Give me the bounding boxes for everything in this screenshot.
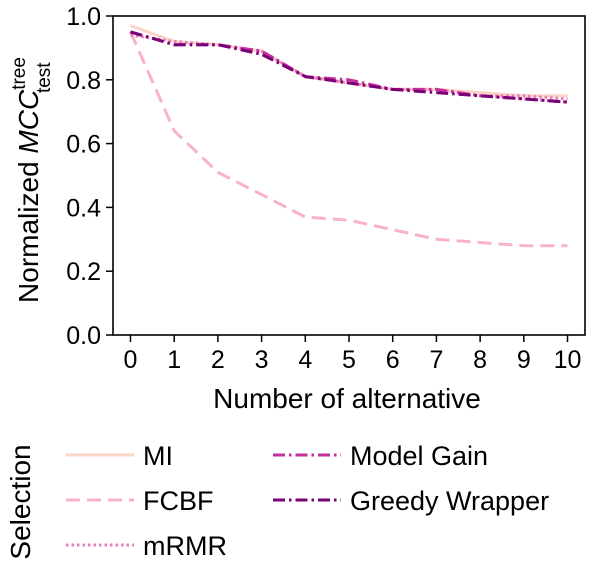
legend: Selection MI FCBF mRMR Model Gain Greedy Wra…	[5, 441, 549, 561]
plot-area	[112, 15, 586, 336]
x-axis-label: Number of alternative	[213, 383, 481, 414]
legend-label: mRMR	[143, 531, 227, 561]
series-line-greedy-wrapper	[130, 30, 568, 104]
y-axis-label-italic: MCC	[13, 89, 44, 154]
x-axis: 0 1 2 3 4 5 6 7 8 9 10	[124, 335, 582, 374]
y-axis-label: Normalized MCCtree test	[9, 57, 55, 303]
series-line-mi	[129, 24, 568, 98]
x-tick-label: 8	[473, 346, 487, 374]
legend-label: FCBF	[143, 486, 214, 516]
y-tick-label: 0.4	[66, 194, 101, 222]
x-tick-label: 3	[255, 346, 269, 374]
y-tick-label: 0.2	[66, 258, 101, 286]
series-line-fcbf	[129, 31, 568, 248]
legend-title: Selection	[5, 444, 36, 559]
y-tick-label: 0.6	[66, 131, 101, 159]
y-tick-label: 0.0	[66, 322, 101, 350]
y-axis: 0.0 0.2 0.4 0.6 0.8 1.0	[66, 3, 113, 350]
x-tick-label: 4	[298, 346, 312, 374]
x-tick-label: 6	[386, 346, 400, 374]
x-tick-label: 7	[429, 346, 443, 374]
y-axis-label-base: Normalized	[13, 154, 44, 303]
x-tick-label: 0	[124, 346, 138, 374]
y-axis-label-superscript: tree	[9, 57, 30, 90]
axes-frame	[112, 15, 586, 336]
series-line-mrmr	[130, 33, 568, 101]
x-tick-label: 5	[342, 346, 356, 374]
y-axis-label-subscript: test	[34, 62, 55, 93]
x-tick-label: 2	[211, 346, 225, 374]
x-tick-label: 10	[554, 346, 582, 374]
legend-label: MI	[143, 441, 173, 471]
x-tick-label: 9	[517, 346, 531, 374]
legend-label: Greedy Wrapper	[350, 486, 549, 516]
y-tick-label: 1.0	[66, 3, 101, 31]
x-tick-label: 1	[167, 346, 181, 374]
legend-label: Model Gain	[350, 441, 488, 471]
y-tick-label: 0.8	[66, 67, 101, 95]
